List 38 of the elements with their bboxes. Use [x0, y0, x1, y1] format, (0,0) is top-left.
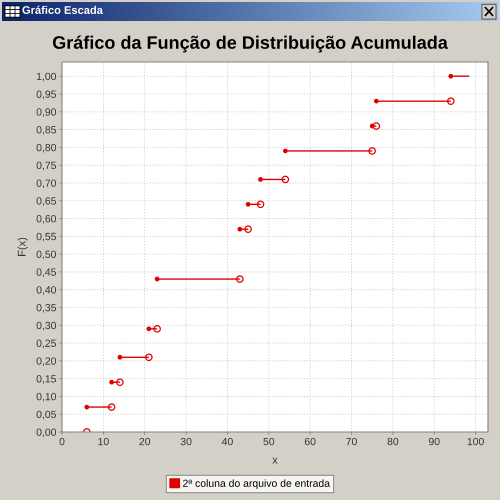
x-tick-label: 20: [139, 438, 150, 446]
y-tick-label: 0,70: [36, 179, 56, 188]
y-tick-label: 0,50: [36, 250, 56, 260]
y-tick-label: 0,85: [36, 126, 56, 135]
y-tick-label: 1,00: [36, 72, 56, 82]
x-tick-label: 0: [60, 438, 64, 446]
y-tick-label: 0,35: [36, 304, 56, 313]
y-tick-label: 0,55: [36, 232, 56, 242]
x-tick-label: 10: [98, 438, 109, 446]
y-tick-label: 0,95: [36, 90, 56, 100]
y-tick-label: 0,15: [36, 375, 56, 384]
legend-label: 2ª coluna do arquivo de entrada: [183, 479, 330, 490]
x-axis-title: x: [272, 458, 278, 464]
y-tick-label: 0,90: [36, 108, 56, 117]
y-axis-title: F(x): [17, 238, 28, 256]
x-tick-label: 30: [180, 438, 192, 446]
y-tick-label: 0,00: [36, 428, 56, 438]
y-tick-label: 0,45: [36, 268, 56, 278]
y-tick-label: 0,75: [36, 162, 56, 170]
x-tick-label: 60: [304, 438, 316, 446]
x-tick-label: 80: [388, 438, 398, 446]
text: Gráfico Escada: [22, 6, 103, 14]
y-tick-label: 0,65: [36, 197, 56, 206]
x-tick-label: 70: [346, 438, 357, 446]
y-tick-label: 0,20: [36, 357, 56, 366]
x-tick-label: 40: [222, 438, 233, 446]
y-tick-label: 0,60: [36, 215, 56, 224]
x-tick-label: 50: [263, 438, 274, 446]
y-tick-label: 0,05: [36, 410, 56, 420]
y-tick-label: 0,25: [36, 340, 56, 348]
y-tick-label: 0,80: [36, 144, 56, 152]
y-tick-label: 0,40: [36, 286, 56, 295]
point: [448, 74, 454, 79]
x-tick-label: 100: [468, 438, 484, 446]
y-tick-label: 0,10: [36, 392, 56, 402]
chart-title: Gráfico da Função de Distribuição Acumulada: [52, 36, 448, 52]
y-tick-label: 0,30: [36, 322, 56, 330]
x-tick-label: 90: [428, 438, 440, 446]
